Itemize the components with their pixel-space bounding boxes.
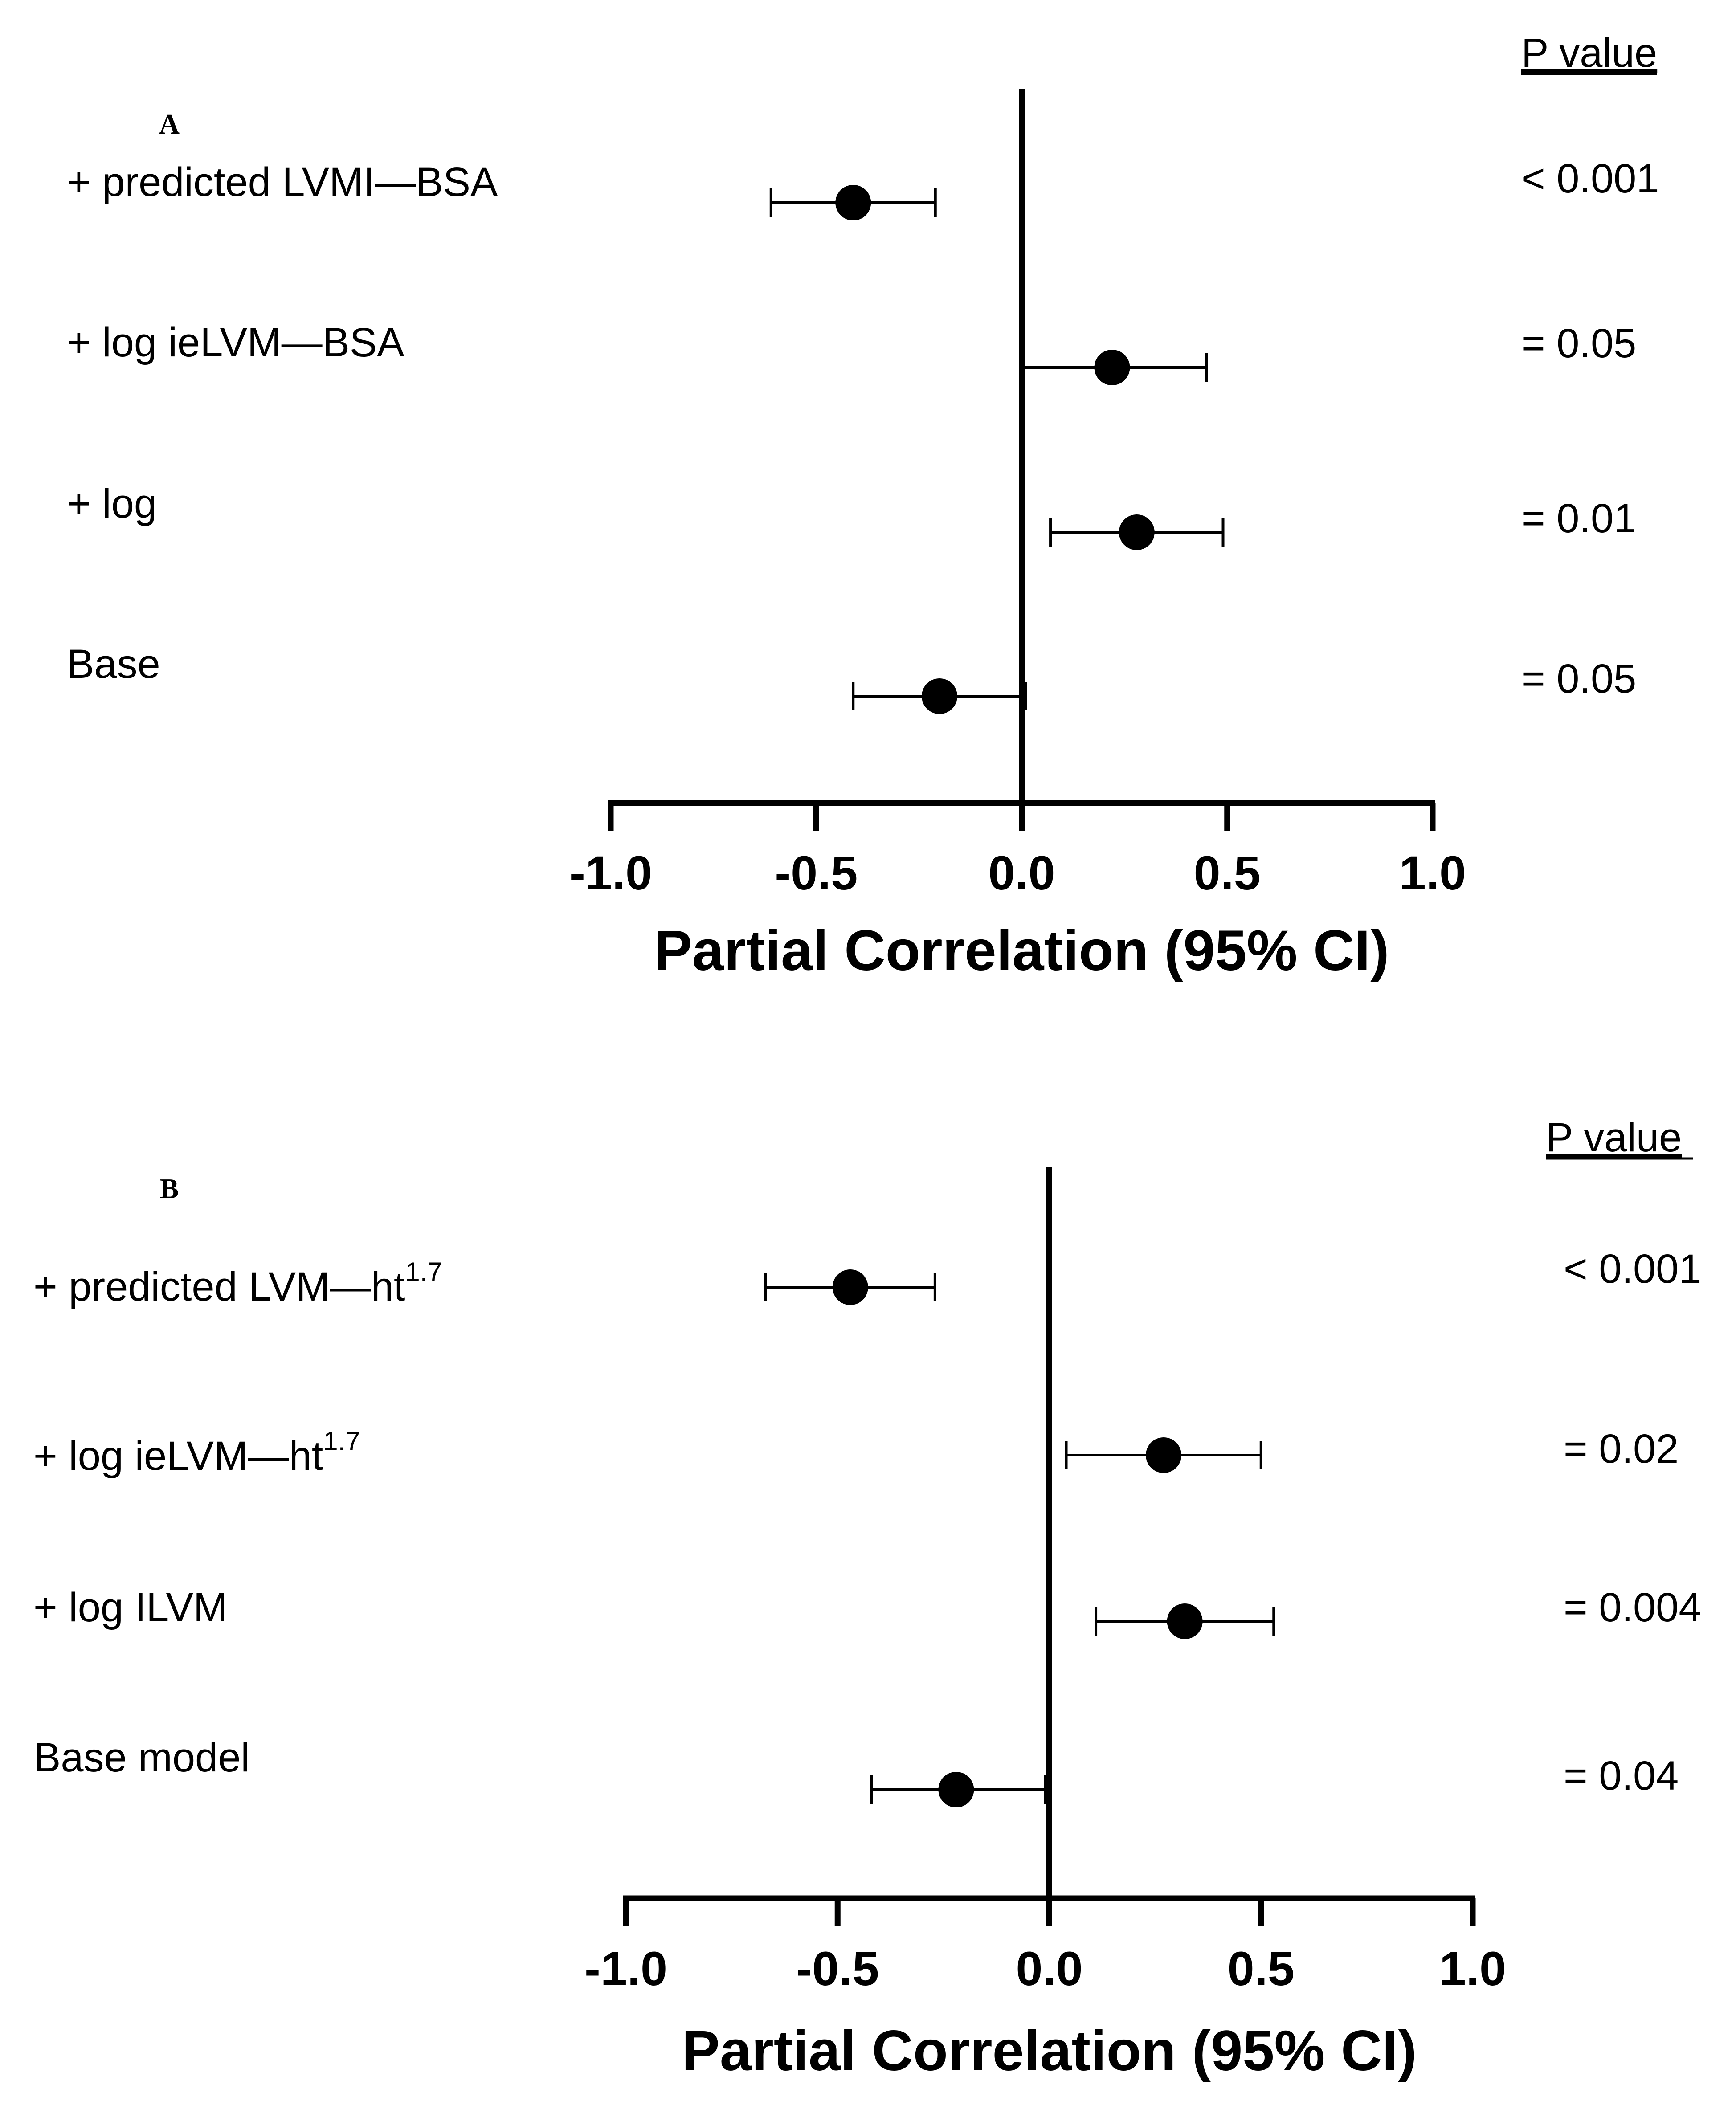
panel-b-point-estimate <box>1146 1437 1182 1473</box>
panel-a-point-estimate <box>1094 350 1130 385</box>
panel-b-row-label: + log ieLVM—ht1.7 <box>33 1426 360 1479</box>
panel-a-pvalue: = 0.05 <box>1521 656 1636 702</box>
panel-b-x-tick-label: 0.0 <box>1016 1942 1082 1995</box>
panel-a-pvalue: = 0.01 <box>1521 496 1636 541</box>
panel-a-row-label-text: + predicted LVMI—BSA <box>67 159 498 205</box>
panel-b-x-tick-label: 0.5 <box>1228 1942 1295 1995</box>
panel-a-x-tick-label: 0.0 <box>988 846 1055 900</box>
panel-b-row-label-superscript: 1.7 <box>323 1426 360 1456</box>
panel-b-pvalue: < 0.001 <box>1564 1246 1702 1292</box>
panel-a-x-tick-label: -1.0 <box>569 846 652 900</box>
panel-b-row-label-superscript: 1.7 <box>405 1257 442 1287</box>
panel-a-point-estimate <box>835 185 871 220</box>
panel-b-pvalue: = 0.04 <box>1564 1753 1679 1799</box>
panel-a-row-label: Base <box>67 641 160 687</box>
panel-a-row-label-text: + log ieLVM—BSA <box>67 320 404 365</box>
panel-a-row-label-text: + log <box>67 481 157 526</box>
panel-a-x-axis-title: Partial Correlation (95% CI) <box>654 919 1389 983</box>
panel-b-pvalue-header: P value <box>1546 1115 1682 1160</box>
panel-b-forest-plot: B P value -1.0 -0.5 0.0 0.5 1.0 Partial Correla… <box>33 1115 1702 2083</box>
panel-b-x-tick-label: 1.0 <box>1439 1942 1506 1995</box>
panel-a-pvalue: < 0.001 <box>1521 156 1659 201</box>
panel-a-point-estimate <box>1119 514 1155 550</box>
panel-a-row-label: + log <box>67 481 157 526</box>
panel-b-x-tick-label: -1.0 <box>584 1942 667 1995</box>
panel-b-row-label-text: Base model <box>33 1735 250 1780</box>
panel-b-row-label-text: + log ILVM <box>33 1585 228 1630</box>
panel-a-letter: A <box>159 108 180 140</box>
panel-a-x-tick-label: -0.5 <box>775 846 858 900</box>
panel-a-x-tick-label: 1.0 <box>1399 846 1466 900</box>
panel-b-point-estimate <box>1167 1603 1203 1639</box>
panel-b-pvalue: = 0.004 <box>1564 1585 1702 1630</box>
panel-a-row-label: + log ieLVM—BSA <box>67 320 404 365</box>
panel-b-row-label: + predicted LVM—ht1.7 <box>33 1257 442 1310</box>
panel-b-row-label: Base model <box>33 1735 250 1780</box>
panel-b-x-tick-label: -0.5 <box>796 1942 879 1995</box>
panel-a-x-tick-label: 0.5 <box>1194 846 1261 900</box>
panel-b-letter: B <box>160 1173 179 1204</box>
panel-a-pvalue: = 0.05 <box>1521 321 1636 366</box>
panel-b-point-estimate <box>832 1269 868 1305</box>
panel-b-row-label-text: + predicted LVM—ht <box>33 1264 405 1310</box>
panel-b-x-axis-title: Partial Correlation (95% CI) <box>682 2019 1417 2083</box>
panel-a-point-estimate <box>922 678 957 714</box>
panel-b-row-label-text: + log ieLVM—ht <box>33 1433 323 1479</box>
panel-a-row-label-text: Base <box>67 641 160 687</box>
panel-a-pvalue-header: P value <box>1521 30 1657 76</box>
panel-a-row-label: + predicted LVMI—BSA <box>67 159 498 205</box>
panel-b-point-estimate <box>938 1772 974 1807</box>
panel-b-row-label: + log ILVM <box>33 1585 228 1630</box>
panel-b-pvalue: = 0.02 <box>1564 1426 1679 1472</box>
